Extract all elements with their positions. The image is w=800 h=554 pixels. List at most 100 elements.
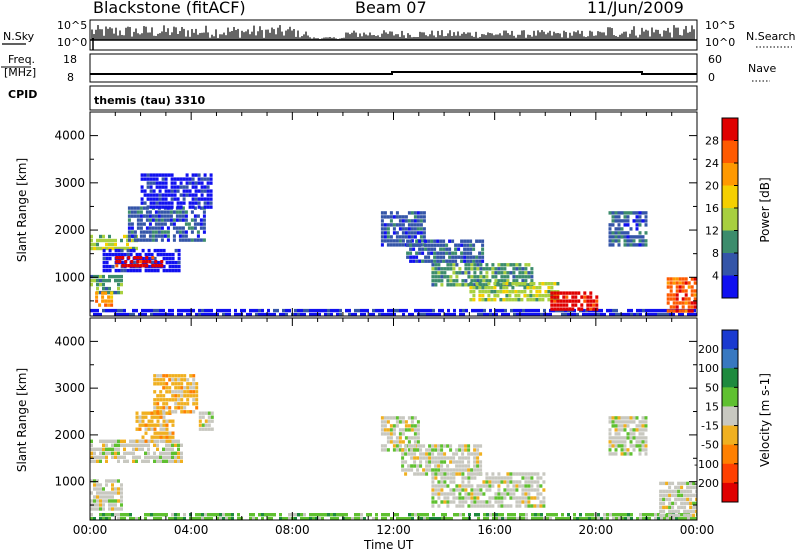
power-cell — [179, 201, 183, 205]
power-cell — [108, 242, 111, 247]
velocity-cell — [674, 497, 678, 502]
velocity-cell — [462, 513, 465, 517]
power-cell — [406, 251, 410, 255]
power-cell — [144, 308, 147, 313]
power-cell — [502, 286, 506, 290]
velocity-cell — [207, 517, 210, 520]
velocity-cell — [401, 464, 405, 468]
power-cell — [617, 231, 621, 235]
power-cell — [90, 308, 93, 313]
power-cell — [132, 248, 136, 253]
velocity-cell — [464, 464, 468, 468]
velocity-cell — [171, 455, 174, 459]
velocity-cell — [641, 428, 645, 432]
power-cell — [151, 256, 155, 260]
power-cell — [190, 226, 194, 230]
velocity-cell — [306, 517, 309, 520]
power-cell — [135, 246, 138, 251]
power-cell — [427, 255, 431, 259]
power-cell — [184, 230, 188, 234]
power-cell — [193, 218, 197, 222]
power-cell — [531, 312, 534, 316]
velocity-cell — [123, 447, 126, 451]
power-cell — [550, 299, 554, 303]
power-cell — [386, 235, 390, 239]
power-cell — [114, 308, 117, 313]
power-cell — [641, 243, 645, 247]
velocity-cell — [585, 513, 588, 517]
power-cell — [553, 307, 557, 311]
power-cell — [114, 268, 118, 273]
velocity-cell — [114, 503, 117, 507]
velocity-cell — [455, 488, 459, 492]
power-cell — [111, 264, 115, 269]
power-cell — [148, 260, 152, 264]
power-cell — [196, 230, 200, 234]
velocity-cell — [99, 491, 102, 495]
power-cell — [502, 282, 506, 286]
velocity-cell — [386, 416, 390, 420]
power-cell — [228, 308, 231, 313]
velocity-cell — [506, 480, 510, 484]
power-cell — [687, 301, 691, 305]
power-cell — [486, 312, 489, 316]
power-cell — [577, 307, 581, 311]
power-cell — [93, 246, 96, 251]
power-cell — [419, 223, 423, 227]
power-cell — [138, 312, 141, 316]
velocity-cell — [527, 472, 531, 476]
power-cell — [228, 312, 231, 316]
power-cell — [568, 307, 572, 311]
velocity-cell — [210, 415, 214, 419]
power-cell — [194, 201, 198, 205]
power-cell — [104, 299, 108, 303]
power-cell — [431, 283, 435, 287]
x-tick-label: 20:00 — [579, 523, 614, 537]
velocity-cell — [389, 432, 393, 436]
power-cell — [132, 312, 135, 316]
power-cell — [614, 235, 618, 239]
velocity-cell — [392, 440, 396, 444]
power-cell — [586, 307, 590, 311]
velocity-cell — [440, 468, 444, 472]
velocity-cell — [312, 517, 315, 520]
power-panel-frame — [89, 111, 698, 317]
power-cell — [99, 246, 102, 251]
power-cell — [191, 205, 195, 209]
velocity-cell — [261, 513, 264, 517]
power-cell — [611, 243, 615, 247]
power-cell — [159, 252, 163, 257]
power-cell — [182, 197, 186, 201]
power-cell — [168, 252, 172, 257]
power-cell — [585, 312, 588, 316]
velocity-cell — [162, 402, 166, 406]
power-cell — [102, 308, 105, 313]
velocity-cell — [644, 448, 648, 452]
velocity-cell — [416, 464, 420, 468]
power-cell — [139, 226, 143, 230]
power-cell — [255, 308, 258, 313]
power-cell — [508, 282, 512, 286]
velocity-cell — [264, 513, 267, 517]
power-cell — [559, 307, 563, 311]
power-cell — [386, 215, 390, 219]
power-cell — [264, 312, 267, 316]
velocity-cell — [395, 436, 399, 440]
power-cell — [393, 312, 396, 316]
velocity-cell — [470, 500, 474, 504]
velocity-cell — [434, 464, 438, 468]
velocity-cell — [521, 500, 525, 504]
power-cell — [445, 251, 449, 255]
velocity-cell — [461, 480, 465, 484]
velocity-cell — [488, 500, 492, 504]
power-cell — [574, 303, 578, 307]
velocity-cell — [204, 411, 208, 415]
power-cell — [380, 243, 384, 247]
power-cell — [609, 308, 612, 313]
velocity-cell — [96, 495, 99, 499]
power-cell — [481, 243, 485, 247]
power-cell — [398, 223, 402, 227]
power-cell — [102, 282, 105, 287]
velocity-cell — [498, 513, 501, 517]
velocity-cell — [120, 513, 123, 517]
